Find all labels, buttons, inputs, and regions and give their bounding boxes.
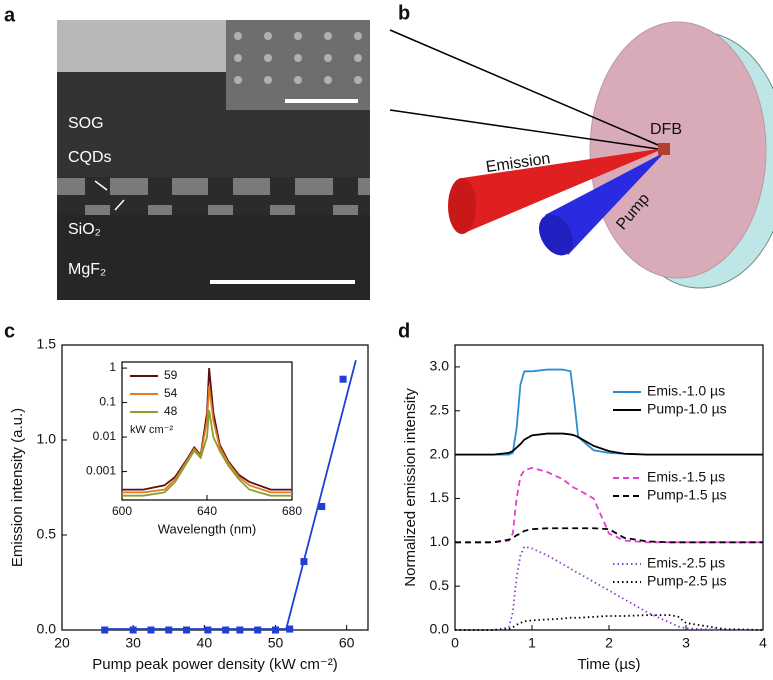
y-tick-label: 2.0 <box>430 445 450 461</box>
x-tick-label: 600 <box>112 504 132 518</box>
x-tick-label: 3 <box>682 635 690 651</box>
sem-image: SOG CQDs SiO₂ MgF₂ <box>57 20 370 300</box>
y-tick-label: 1.0 <box>430 533 450 549</box>
dfb <box>658 143 670 155</box>
pump-cone <box>545 152 665 255</box>
panel-letter: a <box>4 4 16 26</box>
y-tick-label: 0.001 <box>86 464 116 478</box>
series-line <box>455 466 763 544</box>
x-tick-label: 20 <box>54 635 70 651</box>
y-axis-label: Normalized emission intensity <box>402 388 419 587</box>
y-tick-label: 1 <box>109 360 116 374</box>
y-tick-label: 2.5 <box>430 401 450 417</box>
panel-letter: c <box>4 320 15 342</box>
x-axis-label: Time (µs) <box>577 656 640 673</box>
y-tick-label: 3.0 <box>430 358 450 374</box>
legend-label: 59 <box>164 368 178 382</box>
series-line <box>122 385 292 494</box>
sem-substrate <box>57 215 370 300</box>
legend-label: Emis.-1.5 µs <box>647 469 725 485</box>
y-tick-label: 0.1 <box>99 395 116 409</box>
data-point <box>129 626 137 634</box>
data-point <box>286 625 294 633</box>
grating <box>57 178 370 215</box>
beam-line <box>389 109 666 151</box>
legend-label: Pump-1.5 µs <box>647 487 727 503</box>
data-point <box>222 626 230 634</box>
emission-cone <box>462 148 665 234</box>
x-axis-label: Wavelength (nm) <box>158 521 257 536</box>
series-line <box>455 545 763 631</box>
legend-label: Pump-2.5 µs <box>647 573 727 589</box>
data-point <box>339 375 347 383</box>
x-tick-label: 640 <box>197 504 217 518</box>
x-tick-label: 2 <box>605 635 613 651</box>
legend-note: kW cm⁻² <box>130 424 173 436</box>
data-point <box>147 626 155 634</box>
legend-label: 54 <box>164 386 178 400</box>
x-tick-label: 30 <box>125 635 141 651</box>
panel-letter: d <box>398 320 410 342</box>
x-tick-label: 60 <box>339 635 355 651</box>
y-tick-label: 1.5 <box>430 489 450 505</box>
y-tick-label: 1.0 <box>37 431 57 447</box>
x-tick-label: 50 <box>268 635 284 651</box>
series-line <box>455 614 764 631</box>
legend-label: Emis.-1.0 µs <box>647 383 725 399</box>
data-point <box>165 626 173 634</box>
x-tick-label: 40 <box>197 635 213 651</box>
data-point <box>254 626 262 634</box>
x-tick-label: 4 <box>759 635 767 651</box>
emission-cone-end <box>448 178 476 234</box>
y-tick-label: 0.5 <box>430 577 450 593</box>
beam-line <box>389 29 666 149</box>
arrow <box>94 180 108 191</box>
data-point <box>183 626 191 634</box>
label: DFB <box>650 121 682 138</box>
panel-letter: b <box>398 2 410 24</box>
y-tick-label: 0.01 <box>93 429 117 443</box>
layer-label: CQDs <box>68 149 112 166</box>
series-line <box>122 410 292 497</box>
layer-label: MgF₂ <box>68 261 106 278</box>
x-tick-label: 680 <box>282 504 302 518</box>
legend-label: Pump-1.0 µs <box>647 401 727 417</box>
pump-cone-end <box>538 214 574 256</box>
data-point <box>236 626 244 634</box>
legend-label: 48 <box>164 404 178 418</box>
series-line <box>455 432 763 456</box>
x-tick-label: 0 <box>451 635 459 651</box>
y-tick-label: 0.0 <box>430 621 450 637</box>
x-tick-label: 1 <box>528 635 536 651</box>
data-point <box>101 626 109 634</box>
schematic: DFB Emission Pump <box>389 21 773 289</box>
pillars <box>234 32 362 84</box>
layer-label: SiO₂ <box>68 221 101 238</box>
legend-label: Emis.-2.5 µs <box>647 555 725 571</box>
x-axis-label: Pump peak power density (kW cm⁻²) <box>92 656 338 673</box>
y-tick-label: 0.0 <box>37 621 57 637</box>
y-axis-label: Emission intensity (a.u.) <box>9 408 26 567</box>
y-tick-label: 1.5 <box>37 336 57 352</box>
plot-frame <box>454 344 764 631</box>
series-line <box>455 527 763 544</box>
data-point <box>318 503 326 510</box>
arrow <box>114 199 125 211</box>
data-point <box>271 626 279 634</box>
y-tick-label: 0.5 <box>37 526 57 542</box>
layer-label: SOG <box>68 115 104 132</box>
data-point <box>204 626 212 634</box>
series-line <box>104 359 357 630</box>
disk <box>589 21 767 279</box>
